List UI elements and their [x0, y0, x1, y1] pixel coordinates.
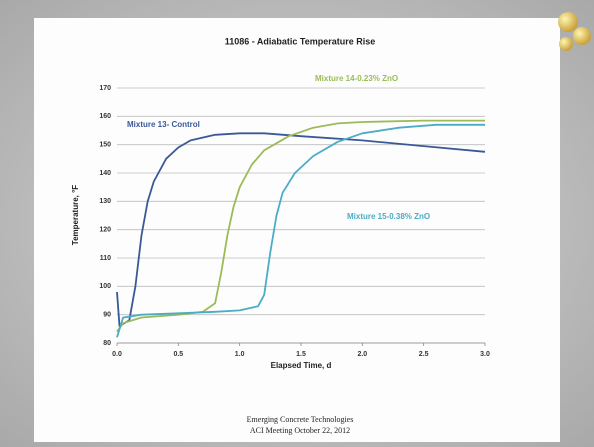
y-tick-label: 80: [103, 340, 111, 347]
y-tick-label: 130: [99, 198, 111, 205]
x-tick-label: 2.5: [419, 351, 429, 358]
y-tick-label: 90: [103, 312, 111, 319]
x-tick-label: 0.0: [112, 351, 122, 358]
decoration: [558, 12, 591, 51]
y-tick-label: 150: [99, 142, 111, 149]
y-tick-label: 170: [99, 85, 111, 92]
y-tick-label: 140: [99, 170, 111, 177]
series-line: [116, 119, 485, 333]
y-tick-label: 110: [100, 255, 111, 262]
x-tick-label: 3.0: [480, 351, 490, 358]
y-axis-label: Temperature, °F: [71, 185, 80, 246]
x-axis-label: Elapsed Time, d: [271, 361, 332, 370]
y-tick-label: 120: [99, 227, 111, 234]
x-tick-label: 0.5: [173, 351, 183, 358]
series-line: [116, 132, 486, 327]
x-tick-label: 1.5: [296, 351, 306, 358]
x-tick-label: 2.0: [357, 351, 367, 358]
x-tick-label: 1.0: [235, 351, 245, 358]
footer-line: ACI Meeting October 22, 2012: [250, 426, 350, 435]
y-tick-label: 160: [99, 113, 111, 120]
chart-title: 11086 - Adiabatic Temperature Rise: [225, 36, 376, 46]
y-tick-label: 100: [99, 283, 111, 290]
series-label: Mixture 13- Control: [127, 120, 200, 129]
series-line: [116, 123, 485, 338]
footer-line: Emerging Concrete Technologies: [247, 415, 354, 424]
series-label: Mixture 15-0.38% ZnO: [347, 212, 430, 221]
series-label: Mixture 14-0.23% ZnO: [315, 74, 398, 83]
